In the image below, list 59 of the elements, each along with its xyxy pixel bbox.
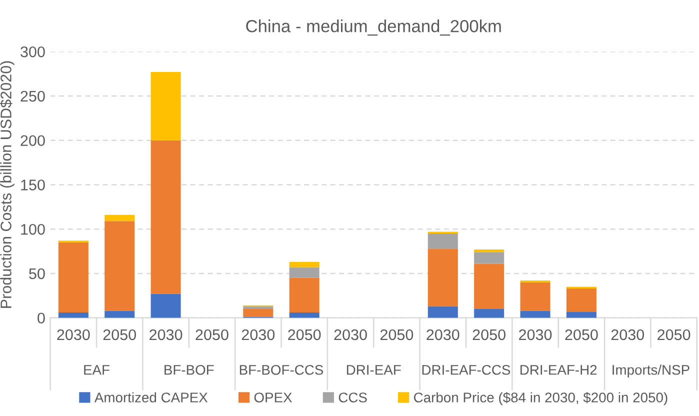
x-tick-label: 2030 [242,329,275,340]
x-tick-label: 2030 [611,329,644,340]
x-tick-label: 2050 [658,329,690,340]
x-tick-label: 2050 [472,329,506,340]
x-tick-label: 2050 [288,329,321,340]
bar [243,306,274,309]
chart-title: China - medium_demand_200km [246,20,501,36]
bar [289,312,320,318]
bar [104,214,135,222]
y-tick-label: 200 [20,135,45,146]
bar [520,282,550,311]
y-tick-label: 300 [20,46,45,58]
bar [566,288,596,312]
text: Imports/NSP [612,364,690,378]
x-tick-label: 2050 [196,329,228,340]
bar [58,312,88,318]
text: BF-BOF [164,364,214,375]
y-tick-label: 250 [20,90,45,102]
text: DRI-EAF-H2 [520,364,597,375]
text: BF-BOF-CCS [240,364,324,375]
y-axis-title: Production Costs (billion USD$2020) [0,61,14,308]
bar [289,262,320,268]
x-tick-label: 2050 [103,329,136,340]
bar [289,267,320,278]
text: DRI-EAF [346,365,401,375]
bar [150,140,181,294]
legend-label: OPEX [254,392,292,402]
bar [428,248,458,306]
bar [428,306,458,318]
bar [474,308,504,318]
bar [474,264,504,309]
legend-label: Amortized CAPEX [94,392,208,402]
bar [520,310,550,318]
y-tick-label: 150 [21,180,45,190]
text: EAF [84,365,110,375]
x-tick-label: 2030 [334,329,367,340]
x-tick-label: 2050 [565,329,598,340]
y-tick-label: 100 [21,224,45,235]
legend-label: CCS [338,392,367,402]
y-tick-label: 50 [29,268,45,280]
bar [58,242,88,312]
bar [474,252,504,264]
bar [243,308,274,317]
legend-label: Carbon Price ($84 in 2030, $200 in 2050) [414,392,668,406]
text: DRI-EAF-CCS [422,364,510,375]
x-tick-label: 2030 [57,329,90,340]
bar [150,294,181,318]
x-tick-label: 2030 [150,329,182,340]
bar [150,72,181,140]
bar [289,278,320,312]
y-tick-label: 0 [38,312,45,324]
bar [104,310,135,318]
x-tick-label: 2050 [380,329,414,340]
bar [104,221,135,311]
bar [474,249,504,252]
x-tick-label: 2030 [519,329,552,340]
x-tick-label: 2030 [426,329,460,340]
bar [566,312,596,318]
bar [428,234,458,249]
